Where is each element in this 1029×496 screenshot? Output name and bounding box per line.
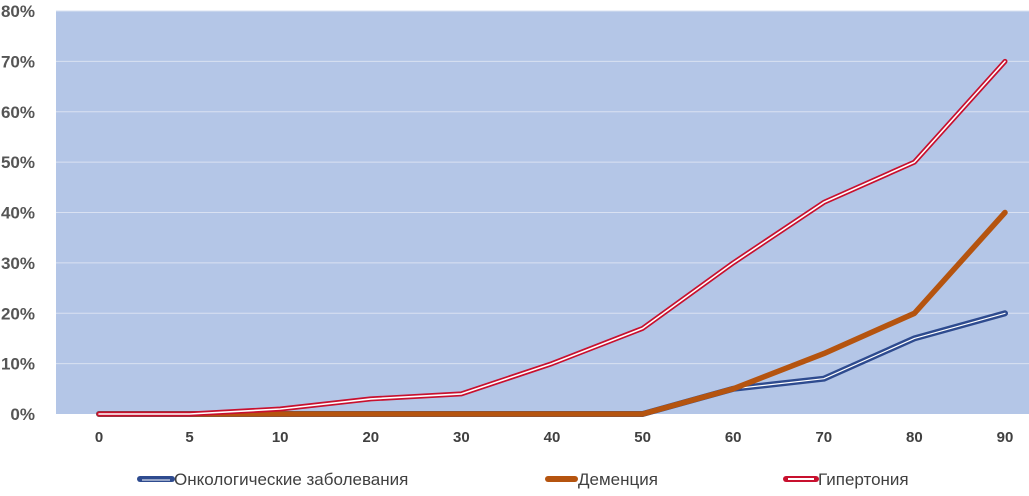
- x-tick-label: 5: [185, 429, 193, 446]
- x-tick-label: 0: [95, 429, 103, 446]
- y-tick-label: 70%: [1, 52, 35, 71]
- x-tick-label: 10: [272, 429, 289, 446]
- series-lines: [96, 58, 1008, 417]
- x-tick-label: 50: [634, 429, 651, 446]
- legend: Онкологические заболевания Деменция Гипе…: [137, 470, 909, 489]
- legend-item-dementia: Деменция: [545, 470, 658, 489]
- y-axis: 0% 10% 20% 30% 40% 50% 60% 70% 80%: [1, 2, 35, 424]
- x-tick-label: 90: [997, 429, 1014, 446]
- x-tick-label: 70: [815, 429, 832, 446]
- x-tick-label: 20: [362, 429, 379, 446]
- series-line-hypertension-inner: [98, 60, 1006, 415]
- legend-label-oncology: Онкологические заболевания: [174, 470, 408, 489]
- y-tick-label: 80%: [1, 2, 35, 21]
- x-tick-label: 60: [725, 429, 742, 446]
- y-tick-label: 30%: [1, 254, 35, 273]
- y-tick-label: 60%: [1, 103, 35, 122]
- y-tick-label: 20%: [1, 304, 35, 323]
- series-line-dementia: [96, 209, 1008, 417]
- y-tick-label: 40%: [1, 204, 35, 223]
- legend-item-hypertension: Гипертония: [783, 470, 909, 489]
- legend-label-hypertension: Гипертония: [818, 470, 909, 489]
- legend-item-oncology: Онкологические заболевания: [137, 470, 408, 489]
- x-tick-label: 40: [544, 429, 561, 446]
- y-tick-label: 0%: [10, 405, 35, 424]
- x-axis: 0 5 10 20 30 40 50 60 70 80 90: [95, 429, 1014, 446]
- x-tick-label: 30: [453, 429, 470, 446]
- legend-label-dementia: Деменция: [578, 470, 658, 489]
- x-tick-label: 80: [906, 429, 923, 446]
- y-tick-label: 50%: [1, 153, 35, 172]
- y-tick-label: 10%: [1, 355, 35, 374]
- gridlines: [56, 10, 1029, 365]
